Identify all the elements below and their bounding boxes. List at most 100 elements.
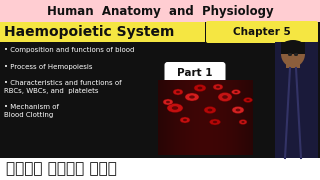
Bar [220,80,221,155]
Bar [251,80,252,155]
Bar [230,80,231,155]
Bar [187,80,188,155]
Ellipse shape [208,109,212,111]
Bar [173,80,174,155]
Ellipse shape [167,103,183,112]
Bar [247,80,248,155]
Ellipse shape [281,40,305,54]
Bar [206,80,207,155]
Bar [168,80,169,155]
Bar [227,80,228,155]
Bar [209,80,210,155]
Bar [241,80,242,155]
Text: • Mechanism of
Blood Clotting: • Mechanism of Blood Clotting [4,104,59,118]
Bar [0,158,320,180]
Bar [203,80,204,155]
Bar [202,80,203,155]
Ellipse shape [241,121,244,123]
Bar [170,80,171,155]
Ellipse shape [194,84,206,91]
Bar [229,80,230,155]
Bar [249,80,250,155]
Bar [179,80,180,155]
Bar [166,80,167,155]
Ellipse shape [176,91,180,93]
Bar [221,80,222,155]
Bar [165,80,166,155]
Bar [234,80,235,155]
Ellipse shape [166,101,170,103]
Bar [158,80,159,155]
Bar [196,80,197,155]
Bar [172,80,173,155]
Bar [237,80,238,155]
Bar [226,80,227,155]
Bar [164,80,165,155]
Ellipse shape [246,99,250,101]
Text: Part 1: Part 1 [177,68,213,78]
Bar [233,80,234,155]
Bar [0,22,205,42]
Bar [235,80,236,155]
Ellipse shape [189,95,195,99]
Bar [286,58,300,68]
Bar [190,80,191,155]
Bar [163,80,164,155]
Bar [250,80,251,155]
Bar [239,80,240,155]
Bar [160,80,161,155]
Ellipse shape [180,117,190,123]
Bar [169,80,170,155]
Bar [204,80,205,155]
Bar [178,80,179,155]
Bar [197,80,198,155]
Bar [211,80,212,155]
Bar [161,80,162,155]
Text: Haemopoietic System: Haemopoietic System [4,25,174,39]
Bar [214,80,215,155]
Bar [177,80,178,155]
Bar [252,80,253,155]
Bar [176,80,177,155]
Bar [212,80,213,155]
Bar [201,80,202,155]
Ellipse shape [218,93,232,102]
Bar [225,80,226,155]
Bar [158,80,253,155]
Bar [195,80,196,155]
Text: • Composition and functions of blood: • Composition and functions of blood [4,47,134,53]
Bar [194,80,195,155]
Bar [246,80,247,155]
Ellipse shape [198,87,203,89]
Ellipse shape [213,121,217,123]
Bar [184,80,185,155]
Bar [219,80,220,155]
Ellipse shape [173,89,183,95]
Bar [275,42,318,158]
Bar [0,0,320,22]
Bar [180,80,181,155]
Bar [216,80,217,155]
Bar [218,80,219,155]
Bar [188,80,189,155]
Bar [199,80,200,155]
Ellipse shape [244,98,252,102]
Bar [238,80,239,155]
Bar [245,80,246,155]
Bar [189,80,190,155]
Ellipse shape [216,86,220,88]
Bar [236,80,237,155]
Bar [213,80,214,155]
Bar [191,80,192,155]
Bar [182,80,183,155]
Bar [228,80,229,155]
Ellipse shape [231,89,241,94]
Bar [215,80,216,155]
Bar [205,80,206,155]
Text: • Characteristics and functions of
RBCs, WBCs, and  platelets: • Characteristics and functions of RBCs,… [4,80,122,93]
Bar [243,80,244,155]
Ellipse shape [183,119,187,121]
Bar [183,80,184,155]
Bar [208,80,209,155]
Bar [232,80,233,155]
